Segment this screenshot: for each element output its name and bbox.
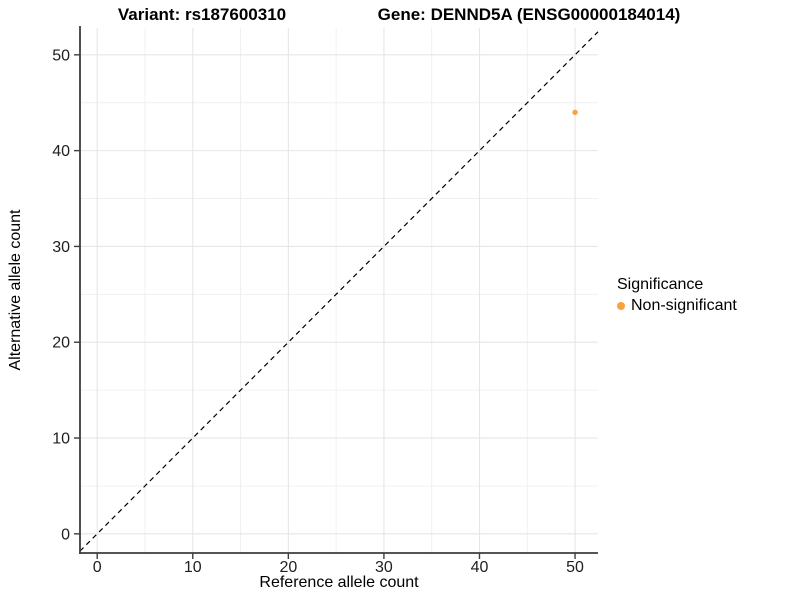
legend-item-non-significant: Non-significant — [617, 297, 737, 315]
legend-item-label: Non-significant — [631, 297, 737, 314]
variant-title: Variant: rs187600310 — [117, 5, 287, 24]
y-tick-label: 0 — [61, 526, 70, 543]
x-tick-label: 50 — [566, 559, 584, 576]
legend-dot-icon — [617, 302, 625, 310]
identity-reference-line — [79, 31, 599, 552]
x-tick-label: 0 — [93, 559, 102, 576]
x-axis-title: Reference allele count — [259, 574, 419, 591]
legend-title: Significance — [617, 276, 704, 293]
y-tick-label: 30 — [52, 239, 70, 256]
y-tick-label: 20 — [52, 335, 70, 352]
y-tick-label: 10 — [52, 431, 70, 448]
y-tick-label: 40 — [52, 143, 70, 160]
data-point — [572, 109, 578, 116]
x-tick-label: 20 — [279, 559, 297, 576]
x-tick-label: 40 — [471, 559, 489, 576]
gene-title: Gene: DENND5A (ENSG00000184014) — [377, 5, 681, 24]
y-axis-title: Alternative allele count — [7, 209, 24, 371]
x-tick-label: 10 — [184, 559, 202, 576]
y-tick-label: 50 — [52, 47, 70, 64]
x-tick-label: 30 — [375, 559, 393, 576]
legend: Significance Non-significant — [617, 276, 737, 315]
